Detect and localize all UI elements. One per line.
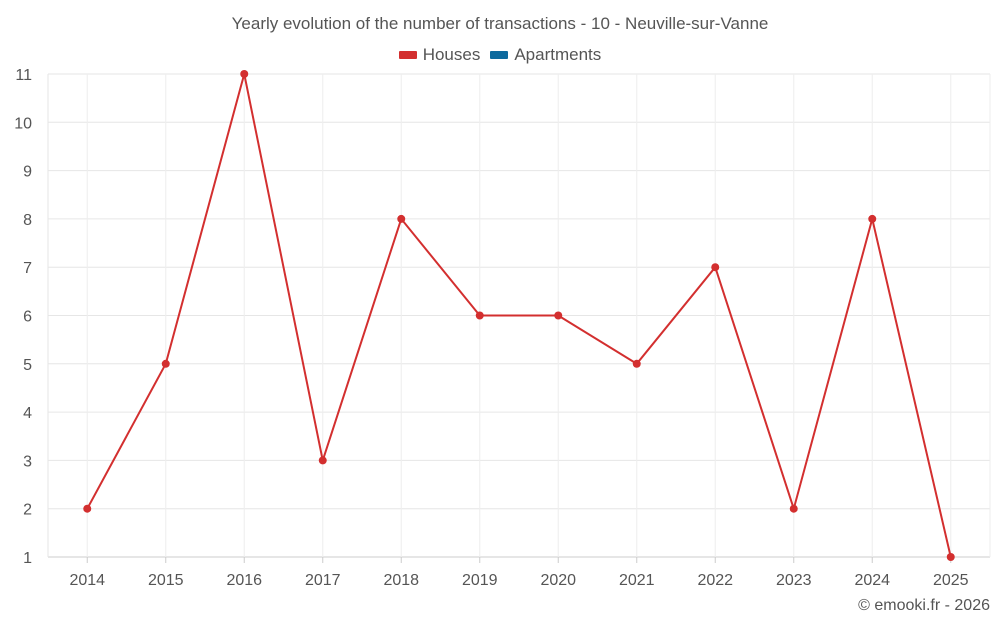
legend-item-houses[interactable]: Houses [398,45,481,65]
x-tick-label: 2021 [619,572,655,589]
y-tick-label: 4 [23,405,32,422]
x-tick-label: 2018 [383,572,419,589]
legend-swatch-houses [398,51,417,59]
x-tick-label: 2024 [854,572,890,589]
x-tick-label: 2017 [305,572,341,589]
y-tick-label: 1 [23,550,32,567]
legend-label-apartments: Apartments [514,45,602,64]
data-point [161,359,170,368]
x-tick-label: 2020 [540,572,576,589]
data-point [397,214,406,223]
x-tick-label: 2022 [697,572,733,589]
data-point [868,214,877,223]
chart-legend: Houses Apartments [0,45,1000,65]
y-tick-label: 9 [23,164,32,181]
legend-item-apartments[interactable]: Apartments [490,45,601,65]
x-tick-label: 2025 [933,572,969,589]
y-tick-label: 11 [15,67,32,84]
data-point [946,553,955,561]
y-tick-label: 6 [23,309,32,326]
series-line-houses [86,73,952,558]
data-point [318,456,327,465]
data-point [475,311,484,320]
data-point [240,70,249,78]
y-tick-label: 10 [14,115,32,132]
chart-title: Yearly evolution of the number of transa… [231,14,769,33]
credit-text: © emooki.fr - 2026 [858,597,990,614]
x-tick-label: 2015 [148,572,184,589]
x-tick-label: 2016 [226,572,262,589]
data-point [554,311,563,320]
x-tick-label: 2014 [69,572,105,589]
y-tick-label: 5 [23,357,32,374]
data-point [711,263,720,272]
x-tick-label: 2023 [776,572,812,589]
y-tick-label: 7 [23,260,32,277]
data-point [789,504,798,513]
y-tick-label: 8 [23,212,32,229]
y-tick-label: 2 [23,502,32,519]
x-tick-label: 2019 [462,572,498,589]
legend-swatch-apartments [490,51,509,59]
y-tick-label: 3 [23,453,32,470]
legend-label-houses: Houses [422,45,481,64]
data-point [632,359,641,368]
data-point [83,504,92,513]
